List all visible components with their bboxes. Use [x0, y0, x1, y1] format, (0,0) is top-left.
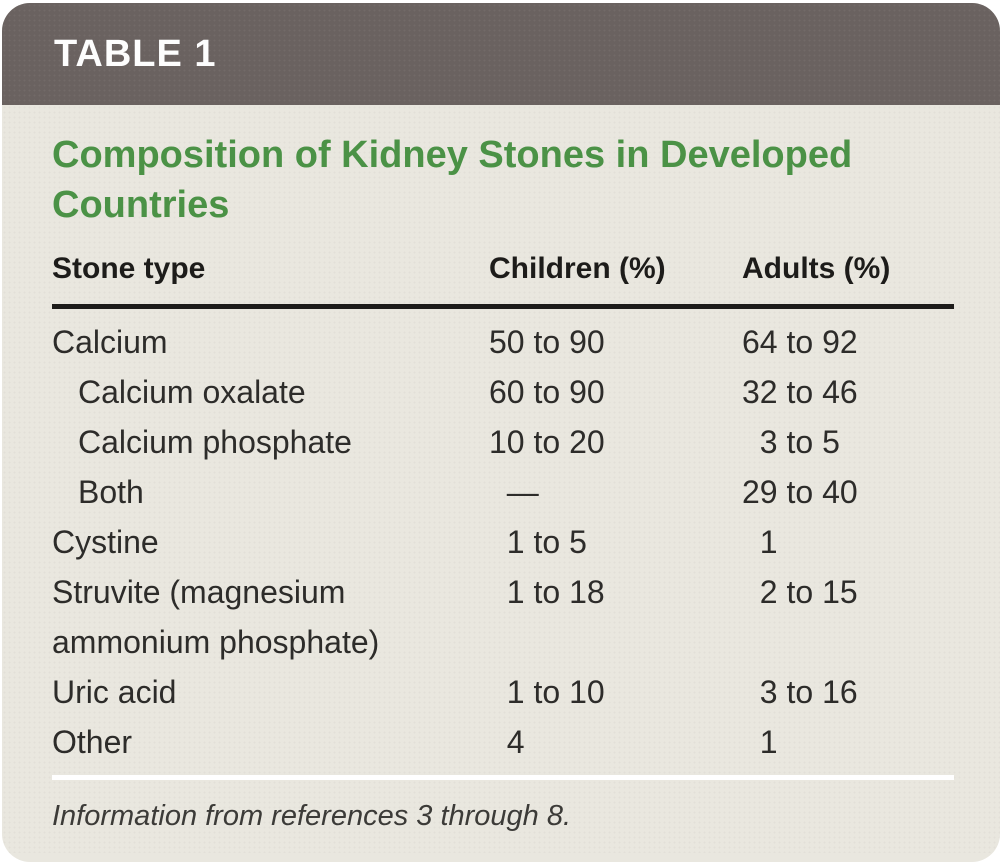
adults-value: 29 to 40	[742, 474, 858, 510]
table-body: Composition of Kidney Stones in Develope…	[2, 105, 1000, 853]
row-label: Cystine	[52, 524, 159, 560]
children-value: —	[489, 474, 539, 510]
adults-value: 32 to 46	[742, 374, 858, 410]
children-value: 1 to 10	[489, 674, 605, 710]
adults-value: 64 to 92	[742, 324, 858, 360]
children-value: 60 to 90	[489, 374, 605, 410]
row-label: Calcium oxalate	[78, 374, 306, 410]
table-figure-card: TABLE 1 Composition of Kidney Stones in …	[2, 3, 1000, 862]
row-label: Uric acid	[52, 674, 177, 710]
row-label: Calcium	[52, 324, 168, 360]
row-label: Struvite (magnesium ammonium phosphate)	[52, 574, 380, 660]
adults-value: 2 to 15	[742, 574, 858, 610]
children-value: 1 to 5	[489, 524, 587, 560]
children-value: 4	[489, 724, 525, 760]
children-value: 50 to 90	[489, 324, 605, 360]
children-value: 10 to 20	[489, 424, 605, 460]
row-label: Other	[52, 724, 133, 760]
table-row: Calcium phosphate 10 to 20 3 to 5	[52, 417, 954, 467]
table-row: Other 4 1	[52, 717, 954, 767]
table-header-bar: TABLE 1	[2, 3, 1000, 105]
table-row: Cystine 1 to 5 1	[52, 517, 954, 567]
table-row: Uric acid 1 to 10 3 to 16	[52, 667, 954, 717]
table-row: Both — 29 to 40	[52, 467, 954, 517]
footnote-divider-rule	[52, 775, 954, 780]
table-rows: Calcium 50 to 90 64 to 92 Calcium oxalat…	[52, 317, 954, 767]
adults-value: 1	[742, 724, 778, 760]
column-header-children: Children (%)	[489, 252, 666, 285]
children-value: 1 to 18	[489, 574, 605, 610]
row-label: Calcium phosphate	[78, 424, 352, 460]
data-table: Stone type Children (%) Adults (%) Calci…	[52, 252, 954, 833]
column-header-stone-type: Stone type	[52, 252, 206, 285]
table-number-label: TABLE 1	[54, 32, 217, 75]
column-header-adults: Adults (%)	[742, 252, 891, 285]
table-column-headers: Stone type Children (%) Adults (%)	[52, 252, 954, 286]
table-row: Calcium oxalate 60 to 90 32 to 46	[52, 367, 954, 417]
adults-value: 3 to 5	[742, 424, 840, 460]
table-row: Struvite (magnesium ammonium phosphate) …	[52, 567, 954, 667]
footnote: Information from references 3 through 8.	[52, 800, 572, 832]
header-divider-rule	[52, 304, 954, 309]
row-label: Both	[78, 474, 144, 510]
table-row: Calcium 50 to 90 64 to 92	[52, 317, 954, 367]
adults-value: 1	[742, 524, 778, 560]
adults-value: 3 to 16	[742, 674, 858, 710]
table-title: Composition of Kidney Stones in Develope…	[52, 134, 853, 226]
